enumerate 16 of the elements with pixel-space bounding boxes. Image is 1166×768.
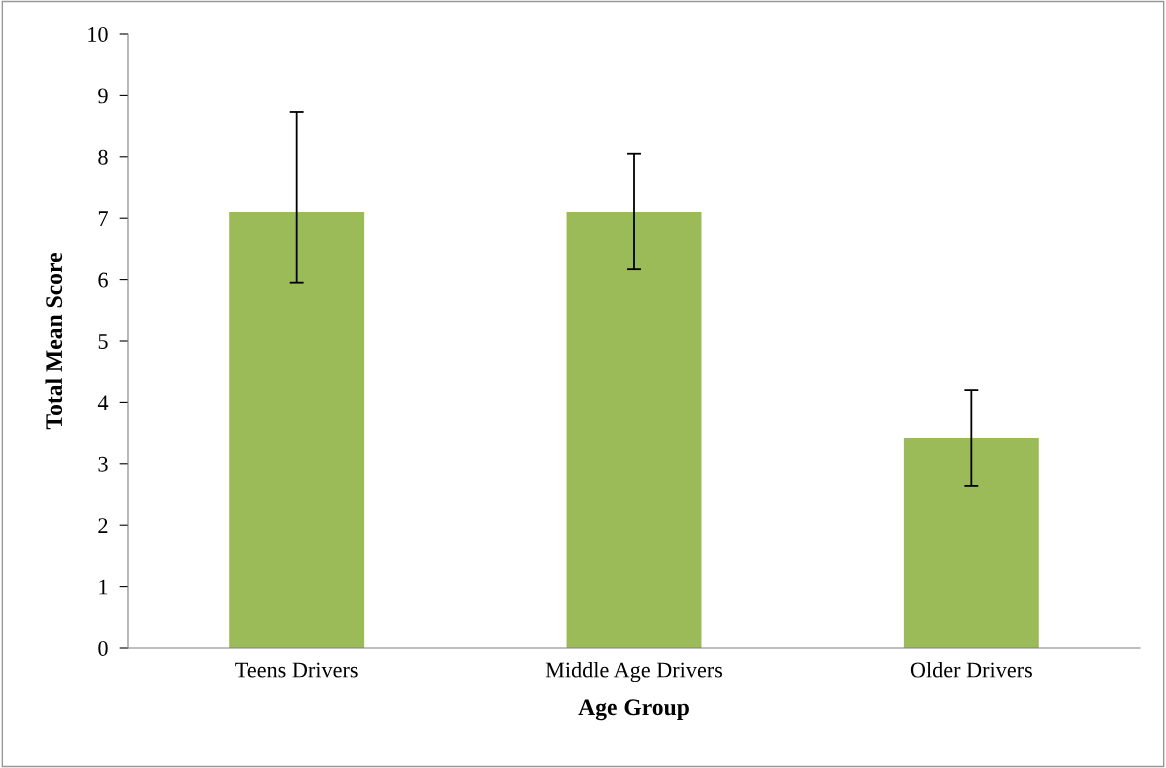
y-tick-label: 0: [98, 640, 108, 656]
y-tick-label: 4: [97, 395, 109, 411]
y-tick-label: 5: [98, 334, 108, 349]
y-tick-label: 9: [98, 88, 108, 104]
x-axis-title: Age Group: [578, 699, 689, 721]
y-tick-label: 3: [98, 456, 108, 472]
x-tick-label: Middle Age Drivers: [545, 661, 723, 683]
y-tick-label: 6: [98, 272, 108, 288]
x-tick-label: Older Drivers: [910, 661, 1032, 678]
y-tick-label: 8: [98, 149, 108, 165]
x-tick-label: Teens Drivers: [235, 662, 358, 678]
y-tick-label: 1: [99, 579, 108, 595]
y-tick-label: 10: [88, 26, 108, 42]
y-tick-label: 2: [98, 518, 108, 533]
y-axis-title: Total Mean Score: [45, 253, 63, 430]
y-tick-label: 7: [98, 211, 108, 226]
